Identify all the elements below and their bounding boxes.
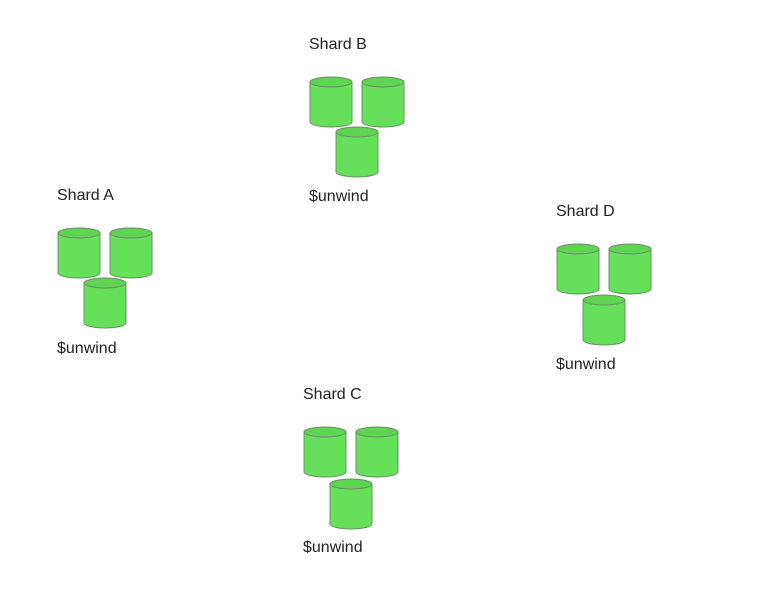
database-cylinder-icon — [582, 294, 626, 346]
database-cylinder-icon — [303, 426, 347, 478]
shard-c: Shard C $unwind — [303, 386, 463, 566]
database-cylinder-icon — [361, 76, 405, 128]
shard-title: Shard A — [57, 187, 114, 204]
database-cylinder-icon — [335, 126, 379, 178]
shard-title: Shard C — [303, 386, 362, 403]
shard-title: Shard B — [309, 36, 367, 53]
stage-label: $unwind — [57, 340, 117, 357]
shard-a: Shard A $unwind — [57, 187, 217, 367]
stage-label: $unwind — [309, 188, 369, 205]
database-cylinder-icon — [57, 227, 101, 279]
shard-title: Shard D — [556, 203, 615, 220]
database-cylinder-icon — [556, 243, 600, 295]
database-cylinder-icon — [329, 478, 373, 530]
shard-d: Shard D $unwind — [556, 203, 716, 383]
database-cylinder-icon — [309, 76, 353, 128]
database-cylinder-icon — [608, 243, 652, 295]
database-cylinder-icon — [83, 277, 127, 329]
shard-b: Shard B $unwind — [309, 36, 469, 216]
database-cylinder-icon — [355, 426, 399, 478]
database-cylinder-icon — [109, 227, 153, 279]
stage-label: $unwind — [303, 539, 363, 556]
stage-label: $unwind — [556, 356, 616, 373]
